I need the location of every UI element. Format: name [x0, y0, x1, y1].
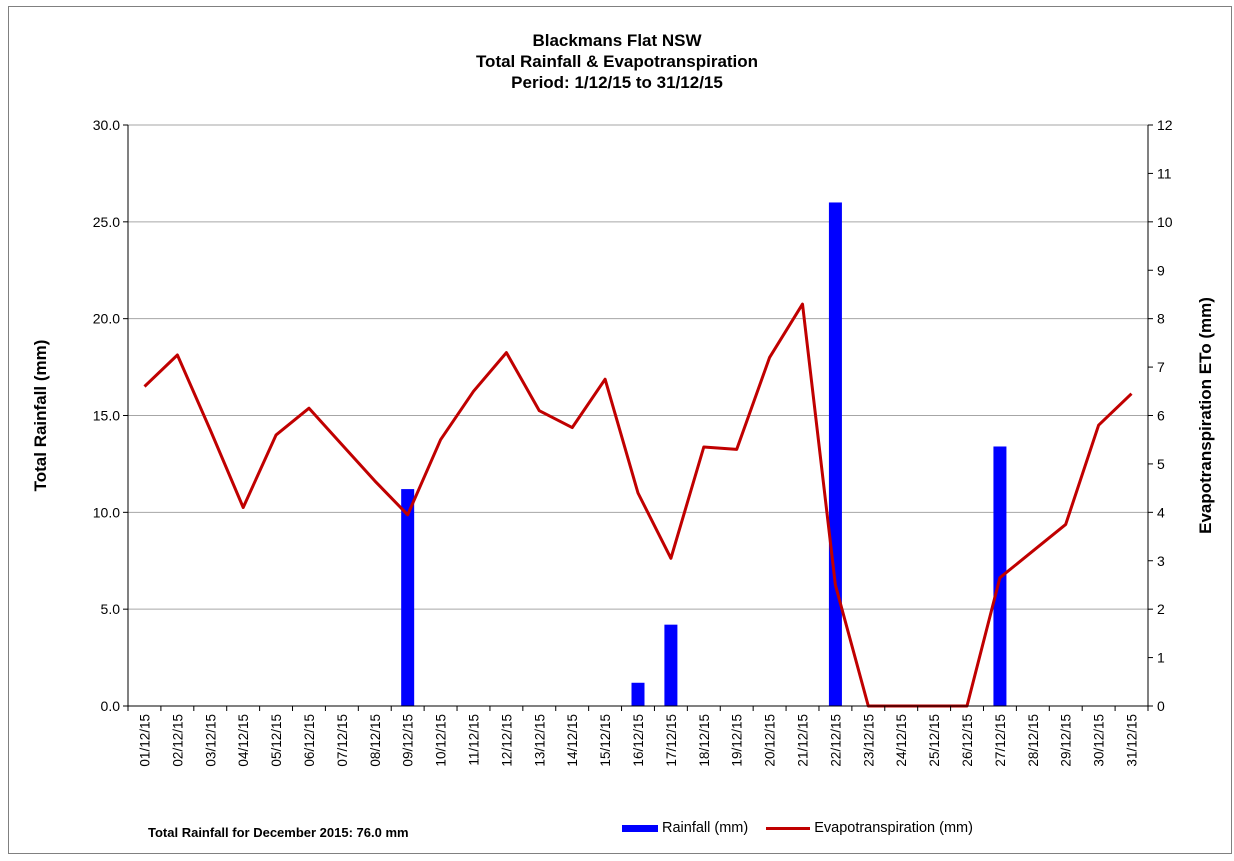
y2-tick-label: 12: [1157, 117, 1173, 133]
title-line-3: Period: 1/12/15 to 31/12/15: [511, 73, 723, 92]
legend-label-evap: Evapotranspiration (mm): [814, 820, 973, 836]
x-tick-label: 22/12/15: [828, 714, 843, 767]
rainfall-bar: [631, 682, 645, 706]
y-axis-title: Total Rainfall (mm): [31, 340, 50, 492]
x-tick-label: 15/12/15: [598, 714, 613, 767]
evap-line-group: [143, 302, 1133, 708]
x-tick-label: 17/12/15: [664, 714, 679, 767]
x-tick-label: 02/12/15: [170, 714, 185, 767]
x-tick-label: 14/12/15: [565, 714, 580, 767]
legend-label-rainfall: Rainfall (mm): [662, 820, 749, 836]
title-line-2: Total Rainfall & Evapotranspiration: [475, 52, 759, 71]
legend-swatch-evap: [766, 826, 811, 830]
x-tick-label: 27/12/15: [993, 714, 1008, 767]
rainfall-bars: [401, 202, 1007, 706]
x-tick-label: 25/12/15: [927, 714, 942, 767]
x-tick-label: 05/12/15: [269, 714, 284, 767]
total-rainfall-note: Total Rainfall for December 2015: 76.0 m…: [148, 825, 409, 840]
y2-tick-label: 7: [1157, 359, 1165, 375]
y-tick-label: 30.0: [93, 117, 120, 133]
rainfall-bar: [664, 624, 678, 706]
x-tick-label: 16/12/15: [631, 714, 646, 767]
y-tick-label: 20.0: [93, 311, 120, 327]
y-tick-label: 10.0: [93, 504, 120, 520]
y2-tick-label: 2: [1157, 601, 1165, 617]
x-tick-label: 28/12/15: [1026, 714, 1041, 767]
y-tick-label: 0.0: [101, 698, 121, 714]
x-tick-label: 08/12/15: [368, 714, 383, 767]
chart-title: Blackmans Flat NSW Total Rainfall & Evap…: [0, 30, 1234, 93]
x-tick-label: 31/12/15: [1125, 714, 1140, 767]
x-tick-label: 19/12/15: [730, 714, 745, 767]
gridlines: [128, 124, 1148, 610]
legend-item-rainfall: Rainfall (mm): [622, 820, 748, 836]
y2-tick-label: 11: [1157, 165, 1172, 181]
x-tick-label: 20/12/15: [763, 714, 778, 767]
x-tick-label: 21/12/15: [796, 714, 811, 767]
y2-tick-label: 6: [1157, 408, 1165, 424]
x-tick-label: 18/12/15: [697, 714, 712, 767]
evap-line: [143, 302, 1133, 708]
x-tick-label: 04/12/15: [236, 714, 251, 767]
y2-tick-label: 0: [1157, 698, 1165, 714]
y2-tick-label: 3: [1157, 553, 1165, 569]
legend: Rainfall (mm) Evapotranspiration (mm): [622, 820, 991, 836]
x-tick-label: 01/12/15: [137, 714, 152, 767]
legend-item-evap: Evapotranspiration (mm): [766, 820, 973, 836]
x-tick-label: 10/12/15: [434, 714, 449, 767]
x-tick-label: 29/12/15: [1059, 714, 1074, 767]
x-tick-label: 30/12/15: [1092, 714, 1107, 767]
axis-labels: 0.05.010.015.020.025.030.001234567891011…: [31, 117, 1215, 767]
y-tick-label: 5.0: [101, 601, 121, 617]
x-tick-label: 06/12/15: [302, 714, 317, 767]
y2-tick-label: 9: [1157, 262, 1165, 278]
y2-tick-label: 10: [1157, 214, 1173, 230]
axes: [123, 124, 1153, 711]
x-tick-label: 12/12/15: [499, 714, 514, 767]
rainfall-bar: [828, 202, 842, 706]
title-line-1: Blackmans Flat NSW: [532, 31, 702, 50]
y2-tick-label: 4: [1157, 504, 1165, 520]
y2-tick-label: 1: [1157, 650, 1165, 666]
x-tick-label: 11/12/15: [466, 714, 481, 766]
x-tick-label: 13/12/15: [532, 714, 547, 767]
y2-tick-label: 5: [1157, 456, 1165, 472]
x-tick-label: 03/12/15: [203, 714, 218, 767]
y-tick-label: 15.0: [93, 408, 120, 424]
y-tick-label: 25.0: [93, 214, 120, 230]
x-tick-label: 09/12/15: [401, 714, 416, 767]
x-tick-label: 23/12/15: [861, 714, 876, 767]
y2-tick-label: 8: [1157, 311, 1165, 327]
x-tick-label: 07/12/15: [335, 714, 350, 767]
x-tick-label: 26/12/15: [960, 714, 975, 767]
legend-swatch-rainfall: [622, 824, 658, 832]
y2-axis-title: Evapotranspiration ETo (mm): [1196, 297, 1215, 534]
rainfall-bar: [401, 489, 415, 706]
x-tick-label: 24/12/15: [894, 714, 909, 767]
